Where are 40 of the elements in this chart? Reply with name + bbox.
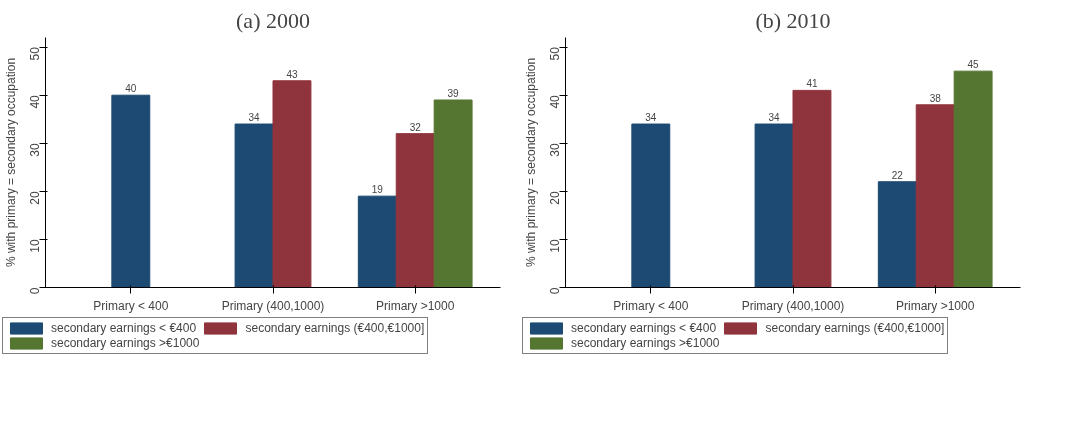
data-label: 22	[891, 169, 904, 181]
legend-label: secondary earnings >€1000	[51, 336, 200, 350]
y-tick-label: 20	[548, 191, 562, 205]
data-label: 43	[286, 68, 298, 80]
data-label: 41	[806, 78, 818, 90]
y-tick-label: 10	[28, 239, 42, 253]
x-tick-label: Primary < 400	[93, 298, 169, 313]
x-tick-label: Primary < 400	[613, 298, 689, 313]
legend-label: secondary earnings (€400,€1000]	[765, 321, 945, 335]
data-label: 34	[248, 112, 261, 124]
data-label: 34	[768, 112, 781, 124]
y-tick-label: 0	[28, 287, 42, 295]
y-tick-label: 40	[28, 94, 42, 109]
y-axis-title: % with primary = secondary occupation	[3, 57, 18, 268]
data-label: 19	[371, 184, 384, 196]
chart-title: (a) 2000	[236, 7, 310, 33]
y-tick-label: 50	[548, 46, 562, 61]
legend-label: secondary earnings < €400	[571, 321, 717, 335]
y-tick-label: 20	[28, 191, 42, 205]
x-tick-label: Primary >1000	[376, 298, 455, 313]
data-label: 39	[447, 88, 460, 99]
y-tick-label: 50	[28, 46, 42, 61]
x-tick-label: Primary >1000	[896, 298, 975, 313]
y-tick-label: 30	[548, 142, 562, 157]
data-label: 34	[645, 112, 657, 124]
data-label: 45	[967, 59, 980, 71]
chart-title: (b) 2010	[755, 7, 831, 33]
legend-label: secondary earnings < €400	[51, 321, 197, 335]
data-label: 40	[125, 83, 137, 95]
legend-label: secondary earnings >€1000	[571, 336, 720, 350]
x-tick-label: Primary (400,1000)	[221, 298, 325, 313]
y-axis-title: % with primary = secondary occupation	[523, 57, 538, 268]
data-label: 32	[409, 121, 422, 133]
x-tick-label: Primary (400,1000)	[741, 298, 845, 313]
legend-label: secondary earnings (€400,€1000]	[245, 321, 425, 335]
y-tick-label: 30	[28, 142, 42, 157]
y-tick-label: 40	[548, 94, 562, 109]
y-tick-label: 0	[548, 287, 562, 295]
y-tick-label: 10	[548, 239, 562, 253]
data-label: 38	[929, 92, 942, 104]
